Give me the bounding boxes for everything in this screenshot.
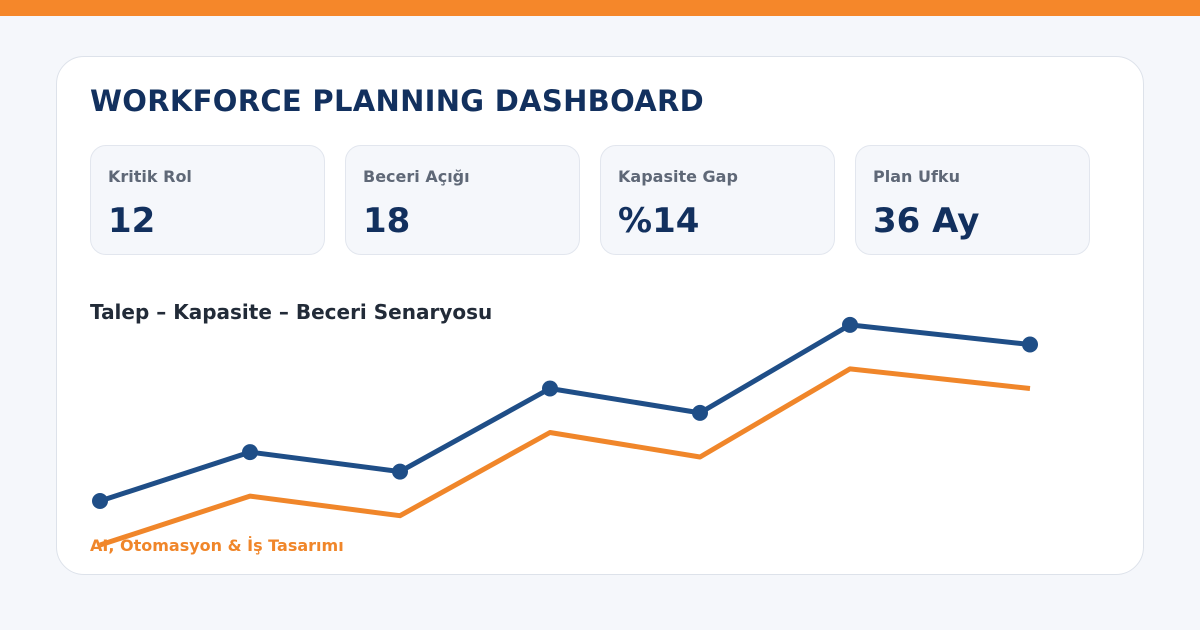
- kpi-value: %14: [618, 201, 700, 241]
- kpi-value: 36 Ay: [873, 201, 980, 241]
- kpi-card-skill-gap: Beceri Açığı 18: [345, 145, 580, 255]
- top-accent-bar: [0, 0, 1200, 16]
- kpi-value: 12: [108, 201, 156, 241]
- kpi-card-critical-roles: Kritik Rol 12: [90, 145, 325, 255]
- page-title: WORKFORCE PLANNING DASHBOARD: [90, 84, 705, 118]
- kpi-label: Kapasite Gap: [618, 167, 738, 186]
- footer-note: AI, Otomasyon & İş Tasarımı: [90, 536, 344, 555]
- kpi-card-capacity-gap: Kapasite Gap %14: [600, 145, 835, 255]
- chart-title: Talep – Kapasite – Beceri Senaryosu: [90, 300, 493, 324]
- kpi-label: Kritik Rol: [108, 167, 192, 186]
- kpi-card-plan-horizon: Plan Ufku 36 Ay: [855, 145, 1090, 255]
- kpi-label: Plan Ufku: [873, 167, 960, 186]
- kpi-label: Beceri Açığı: [363, 167, 470, 186]
- kpi-value: 18: [363, 201, 411, 241]
